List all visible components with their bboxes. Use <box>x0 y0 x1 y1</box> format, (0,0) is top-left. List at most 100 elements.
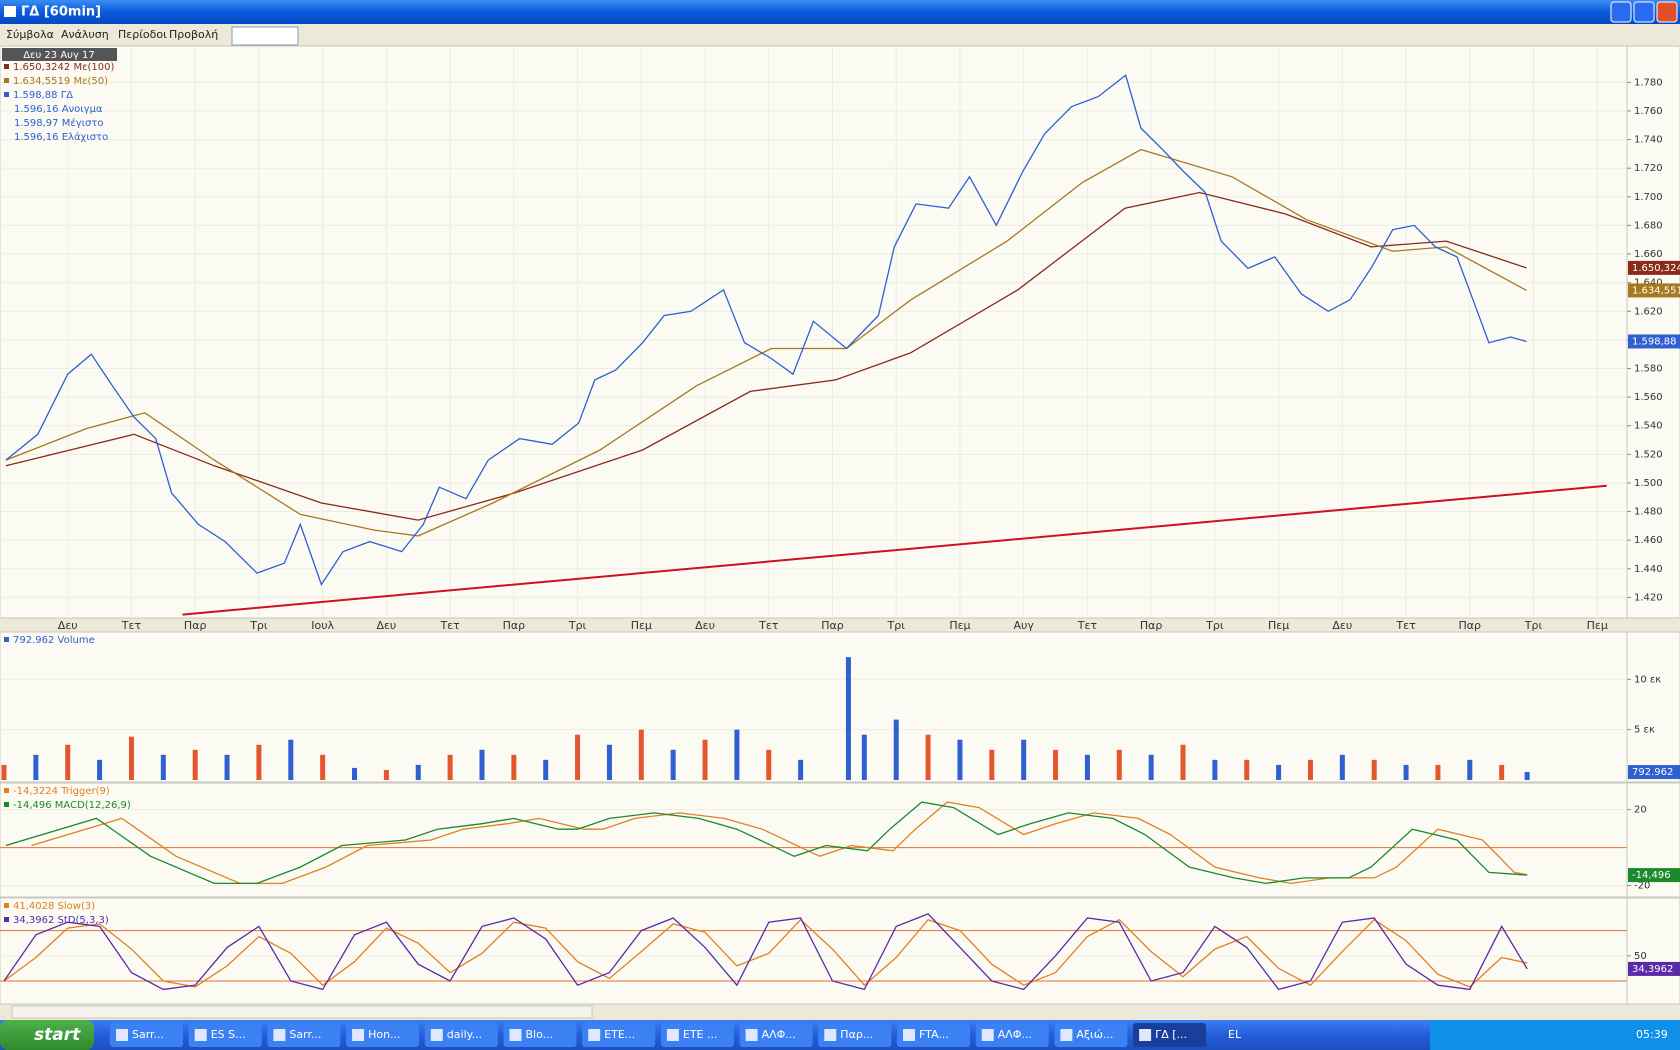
task-icon <box>430 1029 443 1041</box>
x-tick-label: Πεμ <box>631 619 652 632</box>
bar <box>97 759 103 780</box>
bar <box>575 734 581 780</box>
bar <box>192 749 198 780</box>
task-button[interactable] <box>267 1023 341 1047</box>
bar <box>320 754 326 780</box>
bar <box>925 734 931 780</box>
start-button[interactable] <box>0 1020 94 1050</box>
task-icon <box>509 1029 522 1041</box>
bar <box>1403 764 1409 780</box>
menu-item[interactable]: Προβολή <box>169 28 218 41</box>
task-label[interactable]: FTA... <box>919 1028 949 1041</box>
task-label[interactable]: Hon... <box>368 1028 400 1041</box>
legend-swatch <box>4 637 9 642</box>
y-tick-label: -20 <box>1634 881 1650 892</box>
task-button[interactable] <box>582 1023 656 1047</box>
bar <box>128 736 134 780</box>
app-icon <box>4 6 16 17</box>
bar <box>734 729 740 780</box>
bar <box>1371 759 1377 780</box>
info-name: Μέγιστο <box>62 117 104 129</box>
price-flag <box>1628 765 1680 780</box>
task-label[interactable]: Παρ... <box>840 1028 873 1041</box>
legend-swatch <box>4 788 9 793</box>
bar <box>670 749 676 780</box>
bar <box>511 754 517 780</box>
symbol-input[interactable] <box>231 26 299 46</box>
task-label[interactable]: ES S... <box>211 1028 246 1041</box>
legend-entry: -14,3224 Trigger(9) <box>13 786 110 797</box>
legend-name: Με(50) <box>73 76 108 87</box>
x-tick-label: Παρ <box>1140 619 1163 632</box>
task-button[interactable] <box>1133 1023 1207 1047</box>
x-tick-label: Πεμ <box>949 619 970 632</box>
task-label[interactable]: Sarr... <box>132 1028 164 1041</box>
x-tick-label: Πεμ <box>1268 619 1289 632</box>
bar <box>415 764 421 780</box>
task-label[interactable]: Blo... <box>526 1028 554 1041</box>
bar <box>1180 744 1186 780</box>
task-label[interactable]: daily... <box>447 1028 482 1041</box>
bar <box>861 734 867 780</box>
task-button[interactable] <box>897 1023 970 1047</box>
task-button[interactable] <box>660 1023 734 1047</box>
info-entry: 1.596,16 Ανοιγμα <box>14 104 103 115</box>
price-flag <box>1628 260 1680 275</box>
price-flag-label: 1.634,551 <box>1632 285 1680 296</box>
task-label[interactable]: ETE ... <box>683 1028 718 1041</box>
task-button[interactable] <box>188 1023 262 1047</box>
close-button[interactable] <box>1656 1 1678 23</box>
x-tick-label: Παρ <box>821 619 844 632</box>
task-label[interactable]: ΑΛΦ... <box>998 1028 1032 1041</box>
task-button[interactable] <box>424 1023 498 1047</box>
bar <box>1148 754 1154 780</box>
legend-name: Slow(3) <box>58 901 96 912</box>
start-label[interactable]: start <box>34 1025 81 1045</box>
task-button[interactable] <box>739 1023 813 1047</box>
bar <box>1116 749 1122 780</box>
menu-item[interactable]: Ανάλυση <box>61 28 109 41</box>
bar <box>33 754 39 780</box>
info-entry: 1.596,16 Ελάχιστο <box>14 131 108 143</box>
bar <box>1435 764 1441 780</box>
price-flag <box>1628 334 1680 349</box>
task-label[interactable]: Αξιώ... <box>1076 1028 1113 1041</box>
legend-entry: 1.634,5519 Με(50) <box>13 76 108 87</box>
task-button[interactable] <box>975 1023 1049 1047</box>
price-flag-label: -14,496 <box>1632 870 1671 881</box>
task-icon <box>1139 1029 1152 1041</box>
y-tick-label: 1.700 <box>1634 192 1663 203</box>
task-button[interactable] <box>110 1023 183 1047</box>
task-label[interactable]: ETE... <box>604 1028 635 1041</box>
x-tick-label: Πεμ <box>1587 619 1608 632</box>
task-button[interactable] <box>346 1023 420 1047</box>
restore-button[interactable] <box>1633 1 1655 23</box>
menu-item[interactable]: Περίοδοι <box>118 28 167 41</box>
scroll-thumb[interactable] <box>11 1005 593 1019</box>
bar <box>638 729 644 780</box>
language[interactable]: EL <box>1228 1028 1242 1041</box>
x-tick-label: Δευ <box>1332 619 1352 632</box>
bar <box>1053 749 1059 780</box>
task-label[interactable]: ΓΔ [... <box>1155 1028 1187 1041</box>
y-tick-label: 1.420 <box>1634 592 1663 603</box>
y-tick-label: 1.720 <box>1634 163 1663 174</box>
task-button[interactable] <box>818 1023 892 1047</box>
price-flag-label: 1.598,88 <box>1632 336 1677 347</box>
bar <box>1 764 7 780</box>
task-label[interactable]: Sarr... <box>289 1028 321 1041</box>
task-label[interactable]: ΑΛΦ... <box>762 1028 796 1041</box>
minimize-button[interactable] <box>1610 1 1632 23</box>
task-button[interactable] <box>1054 1023 1128 1047</box>
bar <box>1244 759 1250 780</box>
y-tick-label: 1.740 <box>1634 135 1663 146</box>
series-line <box>5 801 1528 885</box>
series-line <box>3 918 1528 988</box>
task-button[interactable] <box>503 1023 577 1047</box>
menu-item[interactable]: Σύμβολα <box>6 28 54 41</box>
bar <box>1339 754 1345 780</box>
price-flag-label: 34,3962 <box>1632 964 1673 975</box>
legend-swatch <box>4 903 9 908</box>
